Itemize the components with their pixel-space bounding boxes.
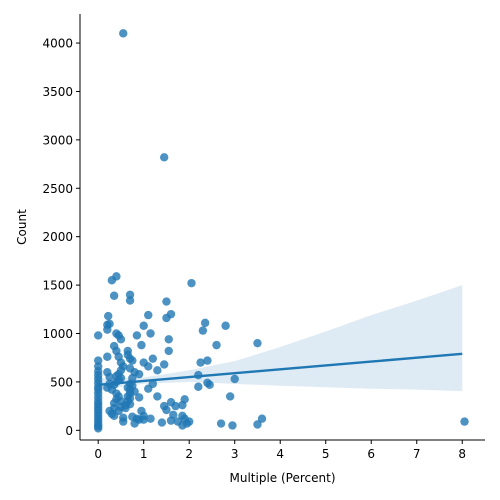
x-tick-label: 4	[276, 447, 284, 461]
data-point	[94, 362, 103, 371]
data-point	[132, 331, 142, 340]
data-point	[105, 319, 114, 329]
data-point	[119, 29, 128, 38]
y-tick-label: 1500	[42, 279, 73, 293]
data-point	[119, 417, 128, 426]
data-point	[159, 360, 169, 369]
data-point	[164, 346, 173, 356]
data-point	[139, 415, 148, 424]
data-point	[112, 272, 121, 281]
regression-line	[98, 352, 463, 387]
y-tick-label: 2500	[42, 182, 73, 196]
data-point	[460, 417, 469, 426]
data-point	[203, 356, 212, 365]
data-point	[104, 311, 113, 321]
data-point	[169, 410, 178, 420]
data-point	[103, 352, 112, 361]
data-point	[162, 405, 171, 415]
data-point	[128, 356, 137, 365]
data-point	[153, 392, 162, 401]
y-tick-label: 3000	[42, 133, 73, 147]
data-point	[194, 382, 203, 391]
y-tick-label: 2000	[42, 230, 73, 244]
x-tick-label: 7	[413, 447, 421, 461]
data-point	[162, 297, 171, 306]
regression-line-layer	[98, 352, 463, 387]
data-point	[146, 329, 155, 338]
data-point	[221, 321, 230, 330]
y-ticks: 0 500 1000 1500 2000 2500 3000 3500 4000	[42, 37, 80, 438]
data-point	[212, 340, 221, 350]
data-point	[148, 354, 158, 363]
data-point	[166, 309, 176, 319]
data-point	[200, 318, 210, 328]
y-tick-label: 3500	[42, 85, 73, 99]
data-point	[109, 399, 119, 408]
data-point	[253, 420, 262, 429]
data-point	[153, 366, 162, 375]
x-tick-label: 8	[458, 447, 466, 461]
data-point	[134, 393, 144, 402]
data-point	[157, 418, 167, 427]
data-point	[159, 153, 169, 162]
data-point	[228, 421, 237, 430]
axes-layer	[79, 14, 485, 441]
data-point	[144, 310, 153, 320]
data-point	[216, 419, 226, 428]
data-point	[171, 401, 180, 411]
data-point	[180, 395, 189, 404]
data-point	[94, 331, 103, 340]
data-point	[257, 414, 267, 423]
data-point	[144, 362, 153, 371]
x-tick-label: 6	[367, 447, 375, 461]
data-point	[139, 321, 148, 330]
data-point	[230, 374, 239, 384]
data-point	[164, 335, 173, 344]
data-point	[125, 296, 135, 305]
y-tick-label: 1000	[42, 327, 73, 341]
x-tick-label: 1	[140, 447, 148, 461]
data-point	[109, 291, 119, 300]
data-point	[198, 326, 208, 335]
x-tick-label: 5	[322, 447, 330, 461]
scatter-points-layer	[94, 29, 469, 433]
confidence-band	[98, 285, 463, 392]
data-point	[134, 369, 144, 379]
data-point	[253, 338, 262, 348]
data-point	[125, 290, 135, 299]
confidence-band-layer	[98, 285, 463, 392]
x-axis-label: Multiple (Percent)	[230, 471, 336, 485]
data-point	[205, 380, 214, 390]
data-point	[196, 358, 205, 367]
data-point	[109, 411, 119, 420]
data-point	[148, 379, 158, 389]
x-tick-label: 2	[185, 447, 193, 461]
data-point	[185, 417, 194, 426]
data-point	[105, 372, 114, 382]
data-point	[125, 399, 135, 409]
y-tick-label: 4000	[42, 37, 73, 51]
data-point	[146, 414, 155, 423]
data-point	[187, 278, 196, 288]
data-point	[225, 392, 235, 401]
data-point	[116, 335, 126, 344]
y-axis-label: Count	[15, 209, 29, 245]
data-point	[94, 356, 103, 365]
x-ticks: 0 1 2 3 4 5 6 7 8	[94, 440, 466, 461]
x-tick-label: 3	[231, 447, 239, 461]
y-tick-label: 500	[50, 375, 73, 389]
data-point	[137, 340, 146, 350]
y-tick-label: 0	[65, 424, 73, 438]
x-tick-label: 0	[94, 447, 102, 461]
